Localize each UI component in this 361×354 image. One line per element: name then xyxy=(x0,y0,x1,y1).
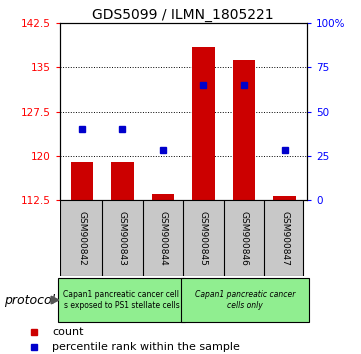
Text: Capan1 pancreatic cancer
cells only: Capan1 pancreatic cancer cells only xyxy=(195,290,295,310)
Text: GSM900846: GSM900846 xyxy=(239,211,248,266)
Text: GSM900842: GSM900842 xyxy=(77,211,86,266)
Bar xyxy=(192,47,215,200)
Text: protocol: protocol xyxy=(4,293,55,307)
Bar xyxy=(233,60,255,200)
Bar xyxy=(111,162,134,200)
Text: GSM900847: GSM900847 xyxy=(280,211,289,266)
Title: GDS5099 / ILMN_1805221: GDS5099 / ILMN_1805221 xyxy=(92,8,274,22)
Bar xyxy=(71,162,93,200)
Bar xyxy=(152,194,174,200)
Text: Capan1 pancreatic cancer cell
s exposed to PS1 stellate cells: Capan1 pancreatic cancer cell s exposed … xyxy=(64,290,179,310)
Text: GSM900845: GSM900845 xyxy=(199,211,208,266)
Text: percentile rank within the sample: percentile rank within the sample xyxy=(52,342,240,352)
Text: GSM900843: GSM900843 xyxy=(118,211,127,266)
Bar xyxy=(273,196,296,200)
Text: count: count xyxy=(52,327,84,337)
Text: GSM900844: GSM900844 xyxy=(158,211,168,266)
Bar xyxy=(182,278,309,322)
Bar xyxy=(58,278,185,322)
